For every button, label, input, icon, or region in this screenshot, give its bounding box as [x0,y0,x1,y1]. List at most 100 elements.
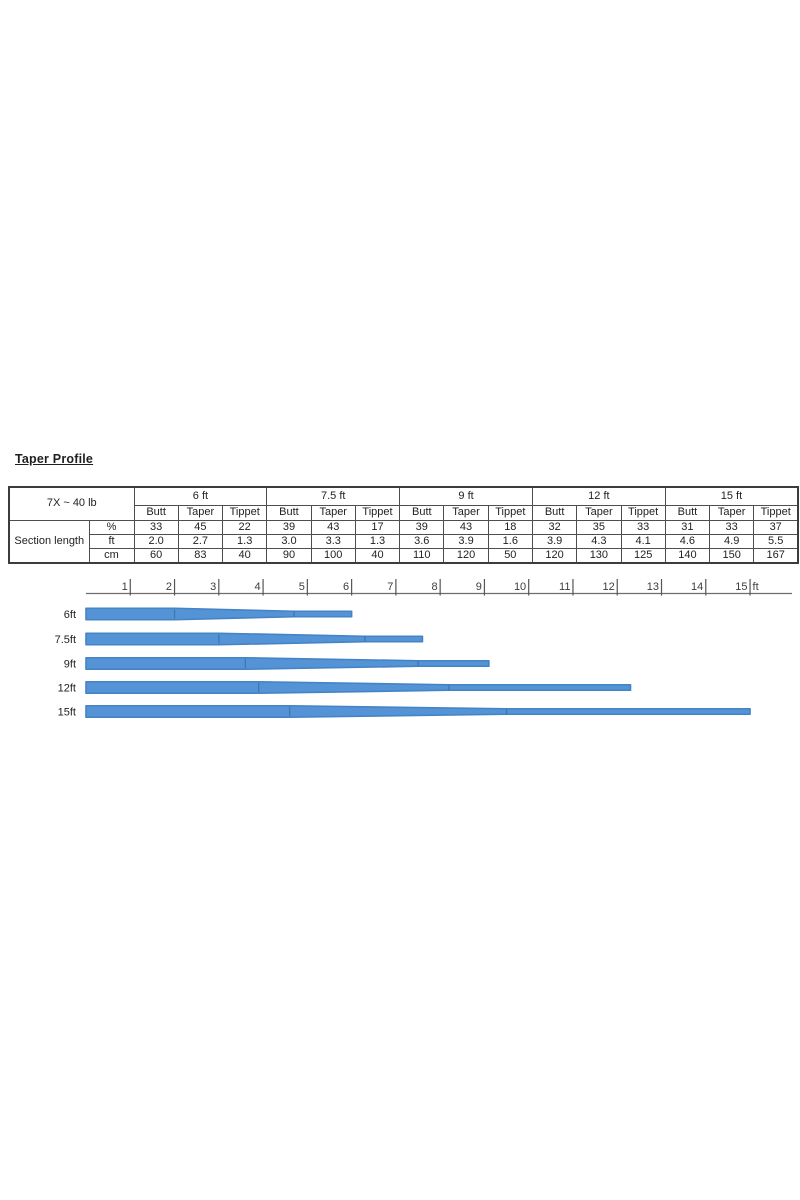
row-label-cell-cm: cm [88,548,135,564]
subheader-cell-2-0: Butt [399,505,445,521]
value-cell-ft-3: 3.0 [266,534,312,549]
row-group-label-cell: Section length [8,520,90,564]
subheader-cell-4-0: Butt [664,505,711,521]
ruler-tick-label: 13 [647,581,659,593]
value-cell-%-11: 33 [620,520,666,535]
value-cell-%-1: 45 [177,520,224,535]
taper-bar-6ft [85,607,353,621]
ruler-tick-label: 12 [602,581,614,593]
value-cell-ft-14: 5.5 [753,534,799,549]
value-cell-ft-2: 1.3 [222,534,268,549]
group-header-cell-1: 7.5 ft [266,486,401,506]
row-label-cell-%: % [88,520,135,535]
value-cell-ft-8: 1.6 [487,534,533,549]
group-header-cell-2: 9 ft [399,486,533,506]
taper-bar-15ft [85,704,751,719]
value-cell-cm-3: 90 [266,548,312,564]
value-cell-ft-1: 2.7 [177,534,224,549]
value-cell-%-5: 17 [354,520,401,535]
value-cell-ft-5: 1.3 [354,534,401,549]
value-cell-cm-0: 60 [133,548,179,564]
bar-row-label-12ft: 12ft [58,683,76,695]
subheader-cell-1-1: Taper [310,505,356,521]
group-header-cell-0: 6 ft [133,486,268,506]
ruler-unit-label: ft [753,581,759,593]
taper-bar-9ft [85,656,490,671]
ruler-tick-label: 2 [166,581,172,593]
value-cell-%-13: 33 [709,520,755,535]
subheader-cell-3-1: Taper [576,505,622,521]
value-cell-ft-10: 4.3 [576,534,622,549]
subheader-cell-1-2: Tippet [354,505,401,521]
value-cell-cm-14: 167 [753,548,799,564]
ruler-tick-label: 8 [432,581,438,593]
value-cell-ft-9: 3.9 [531,534,578,549]
value-cell-ft-12: 4.6 [664,534,711,549]
value-cell-%-6: 39 [399,520,445,535]
subheader-cell-3-0: Butt [531,505,578,521]
subheader-cell-1-0: Butt [266,505,312,521]
bar-row-label-9ft: 9ft [64,659,76,671]
subheader-cell-2-2: Tippet [487,505,533,521]
value-cell-cm-2: 40 [222,548,268,564]
value-cell-ft-7: 3.9 [443,534,489,549]
value-cell-cm-11: 125 [620,548,666,564]
value-cell-%-4: 43 [310,520,356,535]
taper-table: 7X ~ 40 lb 6 ft 7.5 ft 9 ft 12 ft 15 ft Butt Ta… [8,486,800,564]
subheader-cell-3-2: Tippet [620,505,666,521]
ruler-tick-label: 3 [210,581,216,593]
ruler-tick-label: 9 [476,581,482,593]
value-cell-ft-4: 3.3 [310,534,356,549]
ruler-tick-label: 15 [735,581,747,593]
value-cell-cm-4: 100 [310,548,356,564]
value-cell-%-0: 33 [133,520,179,535]
taper-bar-12ft [85,680,632,695]
page-title: Taper Profile [15,452,94,466]
value-cell-cm-7: 120 [443,548,489,564]
ruler-tick-label: 11 [559,581,570,593]
bar-row-label-15ft: 15ft [58,707,76,719]
subheader-cell-0-0: Butt [133,505,179,521]
ruler-tick-label: 5 [299,581,305,593]
row-label-cell-ft: ft [88,534,135,549]
value-cell-cm-12: 140 [664,548,711,564]
value-cell-%-8: 18 [487,520,533,535]
value-cell-%-2: 22 [222,520,268,535]
group-header-cell-3: 12 ft [531,486,666,506]
ruler-tick-label: 10 [514,581,526,593]
ruler-tick-label: 14 [691,581,703,593]
value-cell-%-7: 43 [443,520,489,535]
corner-label-cell: 7X ~ 40 lb [8,486,135,521]
value-cell-%-12: 31 [664,520,711,535]
value-cell-%-9: 32 [531,520,578,535]
value-cell-%-3: 39 [266,520,312,535]
taper-chart: 1 2 3 4 5 6 7 8 9 10 11 12 13 14 15 ft6ft7.5ft9ft12ft15… [55,579,792,719]
value-cell-%-10: 35 [576,520,622,535]
taper-bar-7.5ft [85,632,424,646]
value-cell-cm-10: 130 [576,548,622,564]
value-cell-cm-1: 83 [177,548,224,564]
ruler-tick-label: 7 [387,581,393,593]
value-cell-ft-11: 4.1 [620,534,666,549]
bar-row-label-6ft: 6ft [64,609,76,621]
subheader-cell-0-2: Tippet [222,505,268,521]
value-cell-cm-5: 40 [354,548,401,564]
ruler-tick-label: 6 [343,581,349,593]
value-cell-cm-9: 120 [531,548,578,564]
value-cell-cm-8: 50 [487,548,533,564]
value-cell-ft-13: 4.9 [709,534,755,549]
value-cell-%-14: 37 [753,520,799,535]
subheader-cell-4-2: Tippet [753,505,799,521]
subheader-cell-4-1: Taper [709,505,755,521]
value-cell-cm-6: 110 [399,548,445,564]
value-cell-ft-0: 2.0 [133,534,179,549]
ruler-tick-label: 1 [122,581,128,593]
group-header-cell-4: 15 ft [664,486,799,506]
value-cell-cm-13: 150 [709,548,755,564]
bar-row-label-7.5ft: 7.5ft [55,634,76,646]
subheader-cell-0-1: Taper [177,505,224,521]
value-cell-ft-6: 3.6 [399,534,445,549]
ruler-tick-label: 4 [254,581,260,593]
subheader-cell-2-1: Taper [443,505,489,521]
